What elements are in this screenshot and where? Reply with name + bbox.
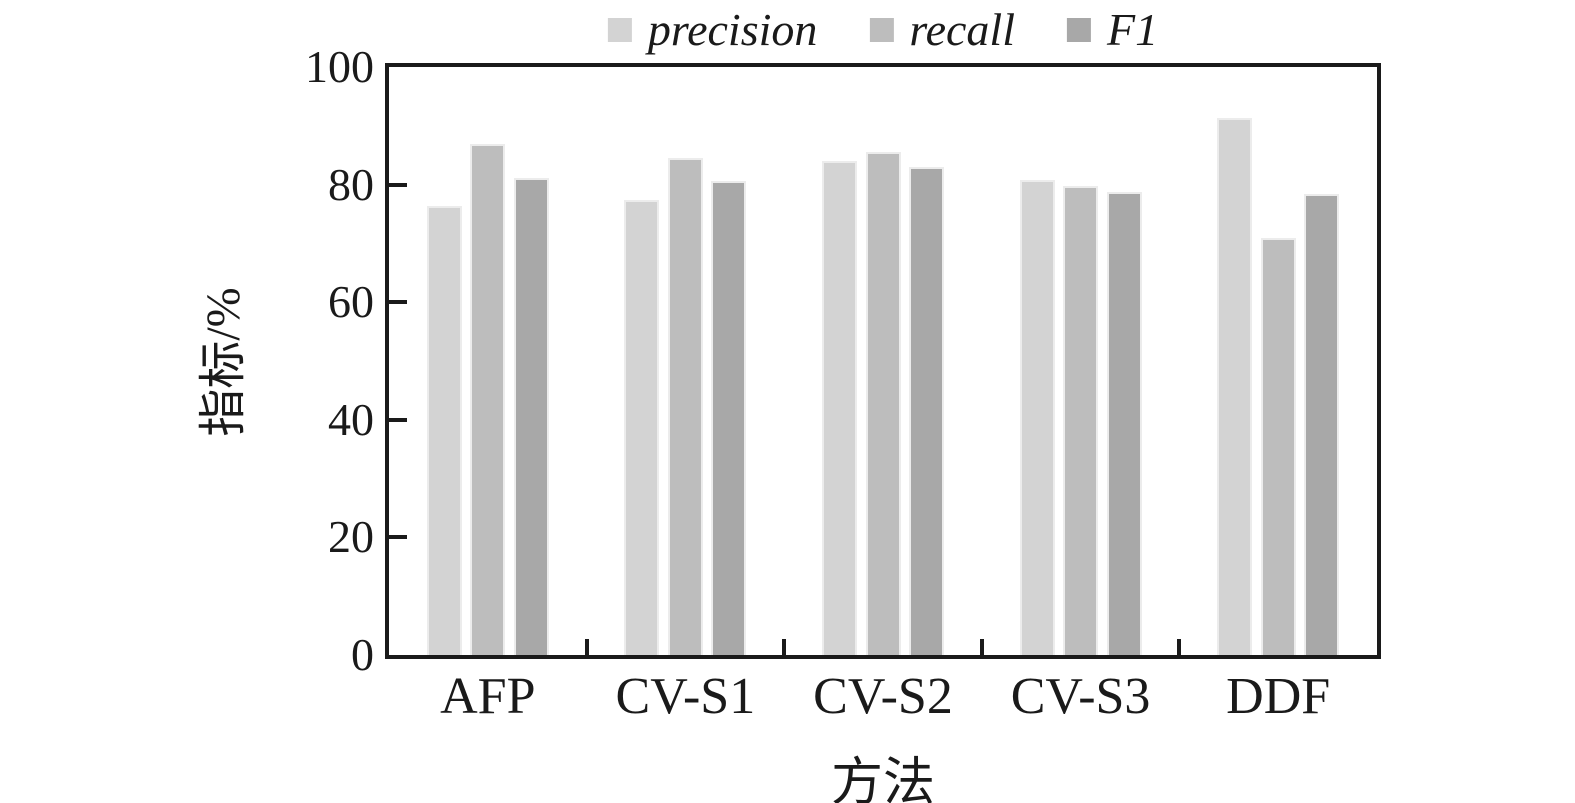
x-category-label: CV-S2 [813,668,953,725]
bar-CV-S2-precision [822,161,857,655]
legend-label-f1: F1 [1106,4,1159,55]
bar-DDF-F1 [1304,194,1340,655]
bar-CV-S3-F1 [1106,192,1142,655]
bar-CV-S3-precision [1019,180,1055,655]
y-tick [389,182,407,187]
bar-DDF-precision [1217,118,1253,655]
bar-DDF-recall [1260,238,1296,655]
y-tick [389,535,407,540]
x-category-label: CV-S3 [1010,668,1151,725]
x-category-label: AFP [440,668,536,725]
bar-CV-S3-recall [1063,186,1099,655]
legend-label-precision: precision [647,4,818,55]
y-tick-label: 80 [328,158,374,210]
y-tick-label: 20 [328,511,374,563]
y-tick [389,300,407,305]
legend: precision recall F1 [607,4,1159,56]
bar-CV-S2-F1 [909,167,944,655]
x-axis-title: 方法 [830,755,936,803]
y-tick [389,417,407,422]
y-axis-title: 指标/% [197,287,250,437]
bar-CV-S1-precision [624,200,660,655]
y-tick-label: 60 [328,276,374,328]
x-category-label: DDF [1226,668,1331,725]
legend-label-recall: recall [909,4,1015,55]
bar-CV-S2-recall [865,152,901,655]
y-tick-label: 40 [328,393,374,445]
x-tick [979,639,984,655]
bar-AFP-recall [470,144,506,655]
x-tick [584,639,589,655]
legend-swatch-precision-icon [607,18,632,42]
legend-item-recall: recall [869,4,1015,56]
y-tick-label: 0 [351,629,374,680]
legend-item-precision: precision [607,4,818,56]
bar-CV-S1-recall [667,158,703,655]
bar-AFP-F1 [513,178,549,655]
legend-item-f1: F1 [1066,4,1159,56]
legend-swatch-recall-icon [869,18,894,42]
x-tick [1177,639,1182,655]
bar-CV-S1-F1 [711,181,747,655]
x-category-label: CV-S1 [615,668,756,725]
bar-AFP-precision [426,206,462,655]
y-tick-label: 100 [305,41,374,92]
x-tick [782,639,787,655]
legend-swatch-f1-icon [1066,18,1091,42]
